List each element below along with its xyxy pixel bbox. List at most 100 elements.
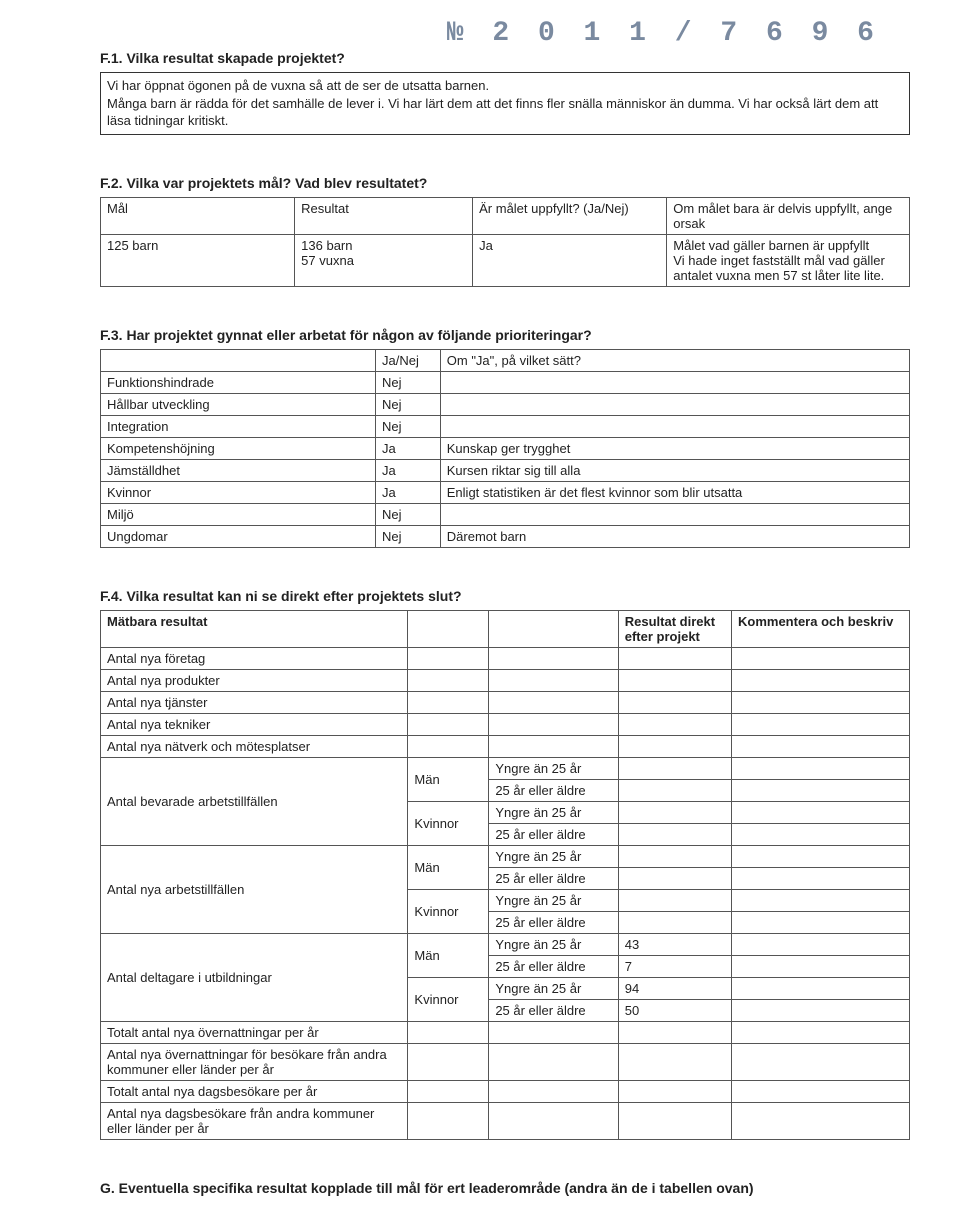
table-row: KvinnorJaEnligt statistiken är det flest…	[101, 481, 910, 503]
cell-value	[618, 757, 731, 779]
table-row: Antal bevarade arbetstillfällenMänYngre …	[101, 757, 910, 779]
col-resultat: Resultat	[295, 197, 473, 234]
f3-heading: F.3. Har projektet gynnat eller arbetat …	[100, 327, 910, 343]
cell-value	[618, 867, 731, 889]
cell-comment	[732, 955, 910, 977]
cell-how	[440, 371, 909, 393]
cell-empty	[489, 713, 618, 735]
col-orsak: Om målet bara är delvis uppfyllt, ange o…	[667, 197, 910, 234]
document-number: № 2 0 1 1 / 7 6 9 6	[447, 18, 880, 49]
cell-gender: Kvinnor	[408, 889, 489, 933]
cell-comment	[732, 845, 910, 867]
cell-value	[618, 911, 731, 933]
cell-gender: Män	[408, 845, 489, 889]
cell-value: 94	[618, 977, 731, 999]
cell-empty	[489, 669, 618, 691]
cell-value	[618, 779, 731, 801]
cell-how	[440, 415, 909, 437]
cell-label: Hållbar utveckling	[101, 393, 376, 415]
cell-orsak: Målet vad gäller barnen är uppfyllt Vi h…	[667, 234, 910, 286]
cell-janej: Nej	[376, 503, 441, 525]
cell-empty	[408, 691, 489, 713]
cell-age: 25 år eller äldre	[489, 867, 618, 889]
cell-comment	[732, 977, 910, 999]
cell-janej: Ja	[376, 481, 441, 503]
table-row: Antal nya företag	[101, 647, 910, 669]
cell-janej: Ja	[376, 437, 441, 459]
col-resultat-direkt: Resultat direkt efter projekt	[618, 610, 731, 647]
cell-age: Yngre än 25 år	[489, 845, 618, 867]
cell-empty	[618, 669, 731, 691]
cell-how: Däremot barn	[440, 525, 909, 547]
cell-age: 25 år eller äldre	[489, 999, 618, 1021]
cell-how: Kursen riktar sig till alla	[440, 459, 909, 481]
cell-value	[618, 823, 731, 845]
f2-heading: F.2. Vilka var projektets mål? Vad blev …	[100, 175, 910, 191]
cell-empty	[732, 647, 910, 669]
cell-empty	[408, 669, 489, 691]
f4-table: Mätbara resultat Resultat direkt efter p…	[100, 610, 910, 1140]
cell-mal: 125 barn	[101, 234, 295, 286]
table-row: KompetenshöjningJaKunskap ger trygghet	[101, 437, 910, 459]
cell-age: 25 år eller äldre	[489, 955, 618, 977]
cell-empty	[618, 1043, 731, 1080]
cell-empty	[732, 691, 910, 713]
cell-label: Antal nya dagsbesökare från andra kommun…	[101, 1102, 408, 1139]
cell-empty	[618, 713, 731, 735]
cell-label: Kompetenshöjning	[101, 437, 376, 459]
cell-how: Enligt statistiken är det flest kvinnor …	[440, 481, 909, 503]
cell-janej: Ja	[376, 459, 441, 481]
f1-heading: F.1. Vilka resultat skapade projektet?	[100, 50, 910, 66]
col-blank1	[408, 610, 489, 647]
cell-empty	[408, 1021, 489, 1043]
table-row: JämställdhetJaKursen riktar sig till all…	[101, 459, 910, 481]
cell-value: 43	[618, 933, 731, 955]
cell-empty	[489, 1021, 618, 1043]
cell-age: 25 år eller äldre	[489, 779, 618, 801]
col-blank	[101, 349, 376, 371]
cell-empty	[618, 1080, 731, 1102]
cell-label: Antal nya arbetstillfällen	[101, 845, 408, 933]
table-row: Antal nya dagsbesökare från andra kommun…	[101, 1102, 910, 1139]
cell-empty	[489, 647, 618, 669]
cell-gender: Män	[408, 757, 489, 801]
table-row: UngdomarNejDäremot barn	[101, 525, 910, 547]
cell-label: Antal deltagare i utbildningar	[101, 933, 408, 1021]
cell-empty	[489, 1043, 618, 1080]
g-heading: G. Eventuella specifika resultat kopplad…	[100, 1180, 910, 1196]
cell-how	[440, 503, 909, 525]
cell-comment	[732, 889, 910, 911]
table-row: Antal nya nätverk och mötesplatser	[101, 735, 910, 757]
col-uppfyllt: Är målet uppfyllt? (Ja/Nej)	[473, 197, 667, 234]
table-row: Hållbar utvecklingNej	[101, 393, 910, 415]
cell-comment	[732, 999, 910, 1021]
cell-age: Yngre än 25 år	[489, 757, 618, 779]
cell-uppfyllt: Ja	[473, 234, 667, 286]
cell-comment	[732, 801, 910, 823]
cell-empty	[489, 1080, 618, 1102]
cell-how: Kunskap ger trygghet	[440, 437, 909, 459]
table-header-row: Ja/Nej Om "Ja", på vilket sätt?	[101, 349, 910, 371]
cell-comment	[732, 911, 910, 933]
cell-empty	[489, 1102, 618, 1139]
cell-how	[440, 393, 909, 415]
table-row: IntegrationNej	[101, 415, 910, 437]
cell-empty	[408, 1102, 489, 1139]
table-row: FunktionshindradeNej	[101, 371, 910, 393]
cell-label: Jämställdhet	[101, 459, 376, 481]
cell-empty	[732, 1043, 910, 1080]
cell-empty	[732, 735, 910, 757]
f2-table: Mål Resultat Är målet uppfyllt? (Ja/Nej)…	[100, 197, 910, 287]
col-janej: Ja/Nej	[376, 349, 441, 371]
cell-label: Totalt antal nya övernattningar per år	[101, 1021, 408, 1043]
f1-body: Vi har öppnat ögonen på de vuxna så att …	[100, 72, 910, 135]
cell-empty	[408, 647, 489, 669]
table-header-row: Mätbara resultat Resultat direkt efter p…	[101, 610, 910, 647]
cell-label: Antal nya nätverk och mötesplatser	[101, 735, 408, 757]
cell-comment	[732, 933, 910, 955]
cell-comment	[732, 867, 910, 889]
cell-empty	[618, 735, 731, 757]
col-blank2	[489, 610, 618, 647]
cell-age: 25 år eller äldre	[489, 823, 618, 845]
cell-janej: Nej	[376, 525, 441, 547]
